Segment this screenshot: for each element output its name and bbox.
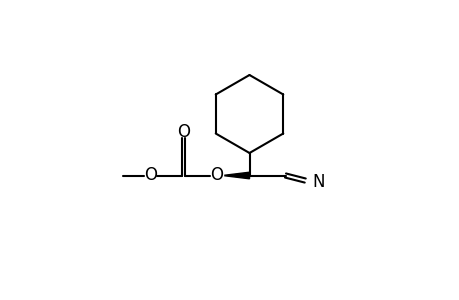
Text: O: O (144, 167, 157, 184)
Text: O: O (210, 167, 223, 184)
Polygon shape (224, 172, 249, 179)
Text: O: O (177, 123, 190, 141)
Text: N: N (312, 173, 325, 191)
